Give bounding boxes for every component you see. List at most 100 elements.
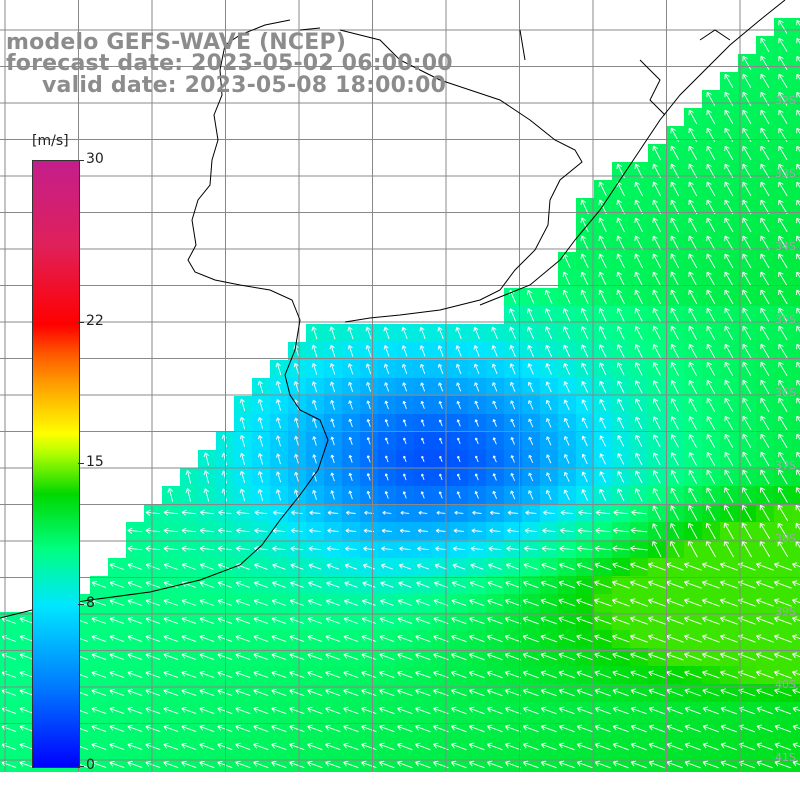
wind-arrow	[581, 381, 589, 393]
wind-arrow	[563, 362, 571, 375]
wind-arrow	[598, 271, 607, 287]
wind-arrow	[109, 688, 125, 697]
wind-arrow	[456, 419, 461, 427]
wind-arrow	[416, 581, 430, 588]
wind-arrow	[702, 670, 720, 679]
wind-arrow	[558, 670, 576, 679]
wind-arrow	[796, 361, 800, 369]
wind-arrow	[235, 652, 251, 661]
wind-arrow	[343, 742, 359, 751]
wind-arrow	[492, 400, 498, 410]
wind-speed-cell	[792, 648, 800, 667]
wind-arrow	[365, 363, 372, 375]
wind-arrow	[670, 145, 680, 161]
wind-arrow	[652, 380, 661, 394]
wind-arrow	[778, 361, 788, 377]
wind-arrow	[275, 471, 282, 483]
wind-arrow	[379, 724, 395, 733]
wind-arrow	[384, 400, 389, 410]
wind-arrow	[399, 546, 411, 552]
wind-arrow	[366, 418, 371, 427]
wind-arrow	[562, 271, 571, 287]
wind-speed-cell	[792, 450, 800, 469]
wind-arrow	[792, 670, 800, 677]
wind-speed-cell	[792, 306, 800, 325]
wind-arrow	[275, 399, 282, 411]
wind-arrow	[599, 435, 607, 447]
wind-arrow	[652, 307, 661, 322]
wind-arrow	[760, 55, 770, 71]
wind-arrow	[253, 706, 269, 715]
wind-arrow	[362, 581, 376, 588]
wind-arrow	[684, 652, 702, 661]
wind-arrow	[778, 469, 788, 485]
wind-arrow	[580, 326, 589, 340]
wind-arrow	[742, 235, 752, 251]
wind-arrow	[294, 417, 299, 429]
wind-arrow	[236, 509, 250, 516]
wind-arrow	[687, 522, 698, 540]
wind-arrow	[473, 363, 480, 375]
wind-arrow	[127, 580, 143, 588]
wind-arrow	[652, 253, 662, 269]
wind-arrow	[630, 616, 648, 625]
wind-arrow	[631, 509, 647, 516]
wind-arrow	[778, 73, 788, 89]
wind-arrow	[528, 400, 534, 410]
wind-arrow	[19, 742, 35, 751]
wind-arrow	[181, 688, 197, 697]
wind-arrow	[741, 522, 752, 540]
wind-arrow	[774, 616, 792, 625]
wind-arrow	[684, 598, 702, 607]
wind-arrow	[706, 181, 716, 197]
wind-arrow	[796, 289, 800, 297]
wind-speed-cell	[792, 612, 800, 631]
wind-arrow	[652, 217, 662, 233]
wind-arrow	[199, 563, 214, 570]
wind-arrow	[563, 344, 571, 358]
wind-arrow	[774, 634, 792, 643]
wind-arrow	[634, 344, 643, 358]
wind-arrow	[239, 416, 246, 430]
wind-arrow	[199, 670, 215, 679]
wind-arrow	[474, 382, 480, 392]
wind-arrow	[796, 217, 800, 225]
wind-speed-cell	[792, 198, 800, 217]
wind-arrow	[329, 363, 336, 375]
wind-arrow	[181, 634, 197, 643]
wind-arrow	[308, 563, 322, 570]
wind-arrow	[397, 706, 413, 715]
wind-arrow	[652, 344, 661, 358]
wind-arrow	[272, 528, 286, 534]
wind-arrow	[254, 563, 268, 570]
wind-arrow	[706, 145, 716, 161]
wind-speed-cell	[792, 468, 800, 487]
wind-arrow	[253, 581, 268, 588]
wind-arrow	[544, 308, 553, 322]
wind-arrow	[311, 381, 318, 393]
wind-arrow	[724, 253, 734, 269]
wind-arrow	[612, 527, 629, 534]
wind-arrow	[109, 742, 125, 751]
wind-arrow	[558, 580, 576, 589]
wind-arrow	[546, 436, 552, 446]
wind-arrow	[541, 562, 557, 571]
wind-arrow	[724, 451, 734, 466]
wind-arrow	[599, 453, 607, 465]
wind-arrow	[594, 580, 612, 589]
wind-arrow	[576, 688, 594, 697]
wind-arrow	[235, 670, 251, 679]
wind-arrow	[613, 509, 629, 516]
wind-arrow	[361, 706, 377, 715]
wind-arrow	[253, 670, 269, 679]
wind-arrow	[307, 706, 323, 715]
wind-arrow	[688, 109, 698, 125]
wind-arrow	[361, 688, 377, 697]
wind-arrow	[19, 616, 35, 624]
wind-arrow	[145, 545, 161, 552]
wind-arrow	[289, 652, 305, 661]
wind-arrow	[451, 724, 467, 733]
wind-arrow	[145, 580, 161, 588]
wind-arrow	[598, 289, 607, 305]
wind-arrow	[742, 379, 752, 395]
